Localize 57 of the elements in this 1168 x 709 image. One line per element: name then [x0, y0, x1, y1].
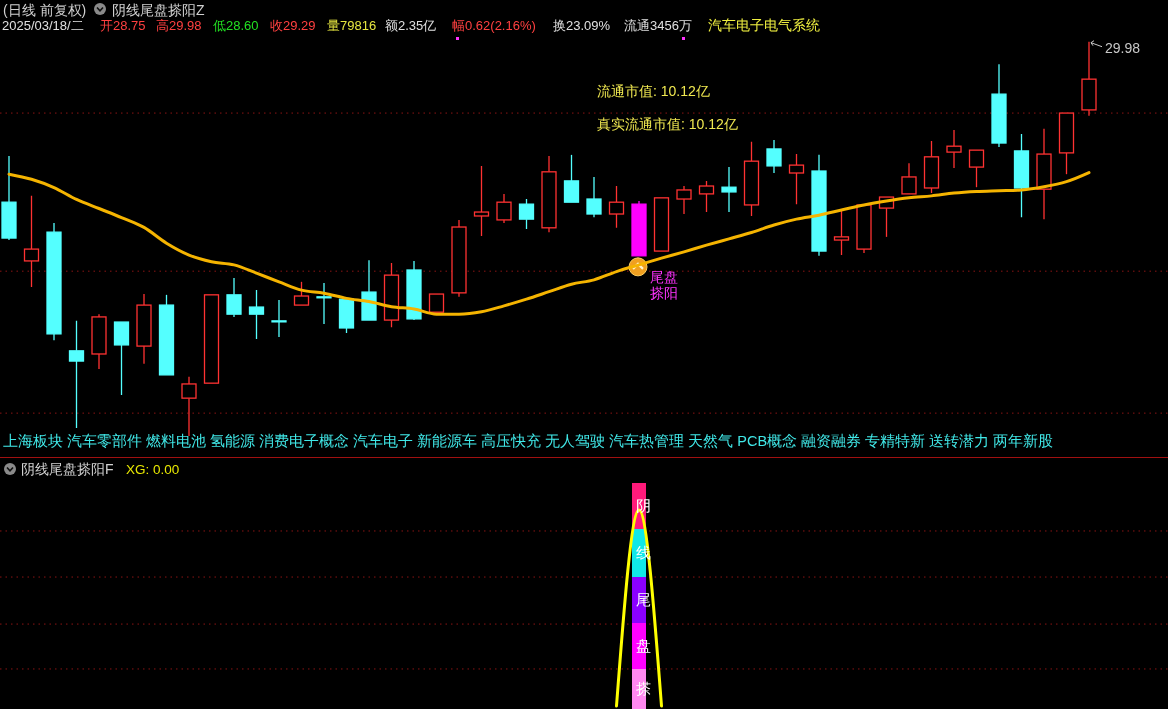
- candlestick: [991, 63, 1007, 148]
- text: 额2.35亿: [385, 18, 437, 33]
- text: 开28.75: [100, 18, 146, 33]
- text: 29.98: [1105, 39, 1141, 56]
- candlestick: [563, 154, 580, 203]
- candlestick: [136, 293, 152, 365]
- candlestick: [68, 320, 85, 429]
- candlestick: [698, 180, 715, 213]
- candlestick: [586, 176, 602, 218]
- candlestick: [541, 155, 557, 233]
- candlestick: [766, 139, 782, 174]
- candlestick: [631, 200, 647, 257]
- candlestick: [46, 222, 62, 341]
- candlestick: [473, 165, 490, 237]
- candlestick: [113, 321, 130, 396]
- text: 高29.98: [156, 18, 202, 33]
- candlestick: [226, 277, 242, 318]
- annotation: 上海板块 汽车零部件 燃料电池 氢能源 消费电子概念 汽车电子 新能源车 高压快充 无人驾驶 汽车热管理 天然气 PCB概念 融资融券 专精特新 送转潜力 两年新股: [3, 433, 1054, 449]
- candlestick: [23, 195, 40, 288]
- candlestick: [811, 154, 827, 257]
- text: 汽车电子电气系统: [708, 18, 820, 33]
- candlestick: [923, 140, 940, 194]
- annotation: 流通市值: 10.12亿: [597, 83, 710, 99]
- text: 幅0.62(2.16%): [452, 18, 536, 33]
- candlestick: [496, 193, 512, 224]
- chart-subtitle: 阴线尾盘搽阳Z: [112, 2, 205, 18]
- text: 流通3456万: [624, 18, 692, 33]
- candlestick: [968, 149, 985, 188]
- candlestick: [248, 289, 265, 340]
- text: 量79816: [327, 18, 377, 33]
- chart-title: (日线 前复权): [3, 2, 87, 18]
- text: XG: 0.00: [126, 462, 180, 477]
- candlestick: [1, 155, 17, 241]
- text: 收29.29: [270, 18, 316, 33]
- candlestick: [856, 204, 872, 254]
- chart-title: 阴线尾盘搽阳F: [21, 461, 114, 477]
- annotation: 尾盘搽阳: [650, 268, 678, 301]
- candlestick: [91, 313, 107, 370]
- candlestick: [406, 260, 422, 320]
- candlestick: [946, 129, 962, 169]
- text: 换23.09%: [553, 18, 611, 33]
- candlestick: [788, 153, 805, 205]
- annotation: 真实流通市值: 10.12亿: [597, 116, 738, 132]
- candlestick: [676, 185, 692, 215]
- candlestick: [1013, 133, 1030, 218]
- candlestick: [608, 185, 625, 229]
- candlestick: [316, 282, 332, 325]
- candlestick: [271, 299, 287, 338]
- candlestick: [721, 166, 737, 213]
- candlestick: [901, 162, 917, 195]
- candlestick: [451, 219, 467, 298]
- candlestick: [1036, 128, 1052, 220]
- text: 低28.60: [213, 18, 259, 33]
- candlestick: [743, 141, 760, 217]
- candlestick: [361, 259, 377, 321]
- text: 2025/03/18/二: [2, 18, 84, 33]
- candlestick: [383, 262, 400, 328]
